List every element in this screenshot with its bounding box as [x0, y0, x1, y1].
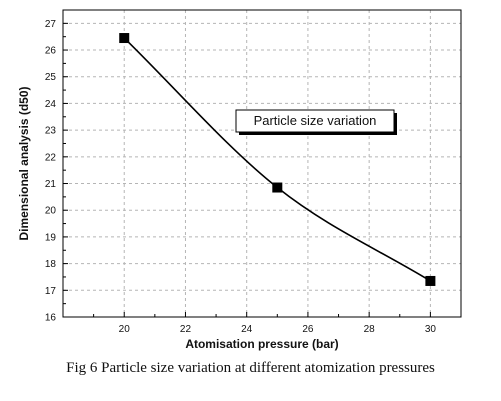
axis-ticks: 20 22 24 26 28 30 16 17 18 19 20 21 22 23 24 25 26 27: [45, 19, 437, 335]
x-axis-title: Atomisation pressure (bar): [185, 337, 338, 351]
y-tick-label: 22: [45, 152, 57, 163]
data-markers: [119, 33, 436, 286]
y-tick-label: 25: [45, 72, 57, 83]
x-tick-label: 24: [241, 324, 253, 335]
y-axis-title: Dimensional analysis (d50): [17, 86, 31, 240]
legend-label: Particle size variation: [254, 113, 377, 128]
x-tick-label: 26: [302, 324, 314, 335]
legend: Particle size variation: [235, 109, 397, 135]
figure-caption: Fig 6 Particle size variation at differe…: [66, 360, 435, 376]
y-tick-label: 26: [45, 46, 57, 57]
y-tick-label: 21: [45, 179, 57, 190]
y-tick-label: 23: [45, 126, 57, 137]
series-line: [123, 37, 431, 282]
data-point: [119, 33, 130, 44]
y-tick-label: 18: [45, 259, 57, 270]
y-tick-label: 16: [45, 313, 57, 324]
y-tick-label: 27: [45, 19, 57, 30]
x-tick-label: 20: [119, 324, 131, 335]
series-curve: [123, 37, 431, 282]
y-tick-label: 24: [45, 99, 57, 110]
legend-box: [235, 109, 395, 133]
y-tick-label: 17: [45, 286, 57, 297]
x-tick-label: 30: [425, 324, 437, 335]
data-point: [425, 275, 436, 286]
x-tick-label: 22: [180, 324, 192, 335]
y-tick-label: 19: [45, 232, 57, 243]
x-tick-label: 28: [364, 324, 376, 335]
y-tick-label: 20: [45, 206, 57, 217]
plot-frame: [62, 9, 462, 318]
data-point: [272, 182, 283, 193]
chart: 20 22 24 26 28 30 16 17 18 19 20 21 22 23 24 25 26 27 Par…: [17, 9, 462, 351]
grid: [63, 10, 461, 317]
